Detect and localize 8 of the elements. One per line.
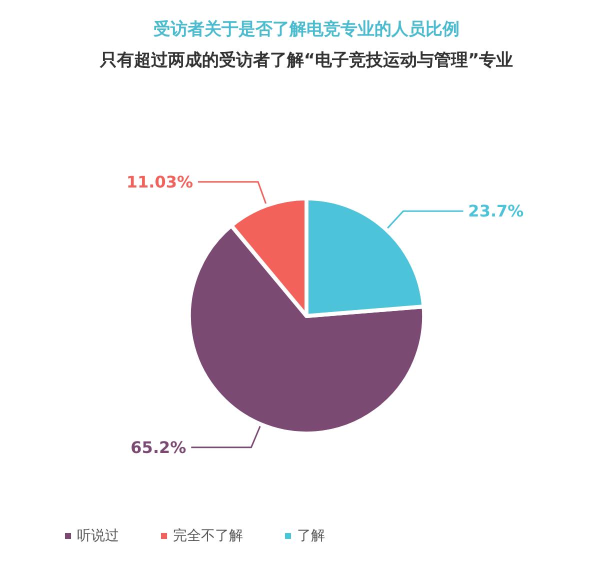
chart-title: 受访者关于是否了解电竞专业的人员比例 <box>154 20 460 40</box>
legend-label: 了解 <box>297 528 325 544</box>
chart-subtitle: 只有超过两成的受访者了解“电子竞技运动与管理”专业 <box>98 50 514 70</box>
data-label: 23.7% <box>468 202 524 221</box>
data-label: 11.03% <box>126 172 194 192</box>
legend-label: 听说过 <box>77 528 119 544</box>
data-label: 65.2% <box>130 438 186 457</box>
legend-label: 完全不了解 <box>173 528 243 544</box>
